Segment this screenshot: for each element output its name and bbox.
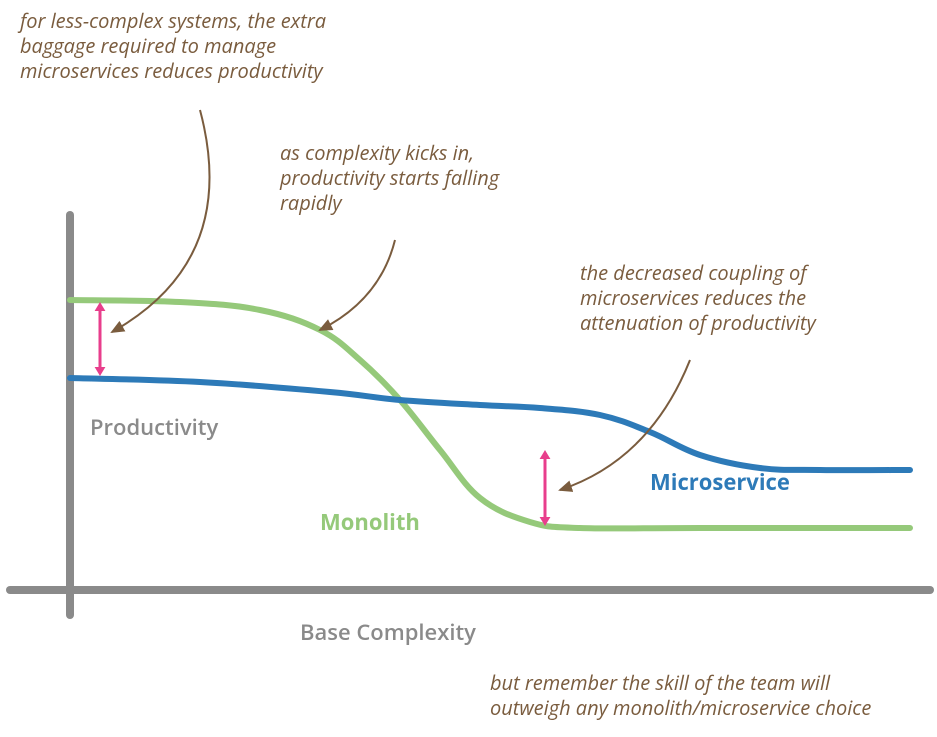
svg-text:as complexity kicks in,product: as complexity kicks in,productivity star… [279, 139, 500, 216]
annotation-decoupling: the decreased coupling ofmicroservices r… [560, 259, 817, 490]
productivity-vs-complexity-chart: Productivity Base Complexity Monolith Mi… [0, 0, 937, 737]
microservice-label: Microservice [650, 467, 790, 497]
gap-arrow-left [95, 302, 106, 376]
svg-text:but remember the skill of the: but remember the skill of the team willo… [490, 669, 871, 721]
annotation-team-skill: but remember the skill of the team willo… [490, 669, 871, 721]
x-axis-label: Base Complexity [300, 617, 476, 647]
monolith-label: Monolith [320, 507, 420, 537]
svg-text:for less-complex systems, the: for less-complex systems, the extrabagga… [17, 7, 326, 84]
gap-arrow-right [540, 450, 551, 526]
y-axis-label: Productivity [90, 412, 218, 442]
annotation-complexity-kicks-in: as complexity kicks in,productivity star… [279, 139, 500, 330]
svg-text:the decreased coupling ofmicro: the decreased coupling ofmicroservices r… [580, 259, 817, 336]
